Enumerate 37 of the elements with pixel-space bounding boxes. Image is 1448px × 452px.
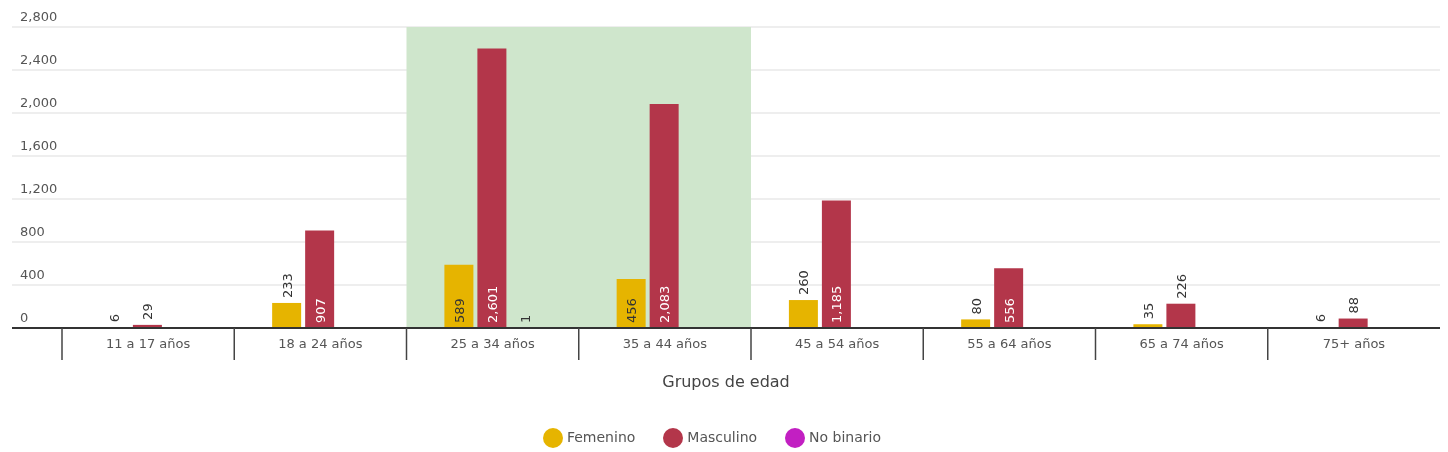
legend-label: Femenino (566, 429, 636, 445)
data-label: 226 (1173, 273, 1189, 299)
data-label: 29 (140, 303, 156, 320)
data-label: 556 (1001, 298, 1017, 323)
y-tick-label: 2,800 (20, 9, 58, 24)
legend-label: Masculino (687, 429, 758, 445)
x-axis-title: Grupos de edad (662, 372, 790, 392)
y-tick-label: 2,400 (20, 52, 58, 67)
data-label: 260 (796, 270, 812, 296)
data-label: 1 (517, 314, 533, 323)
data-label: 6 (107, 314, 123, 323)
y-tick-label: 800 (20, 224, 45, 239)
x-tick-label: 65 a 74 años (1139, 336, 1225, 351)
y-tick-label: 2,000 (20, 95, 58, 110)
y-tick-label: 400 (20, 267, 45, 282)
data-label: 907 (312, 298, 328, 323)
x-tick-label: 55 a 64 años (967, 336, 1052, 351)
x-tick-label: 75+ años (1322, 336, 1386, 351)
data-label: 456 (624, 298, 640, 323)
data-label: 35 (1140, 302, 1156, 320)
legend-label: No binario (809, 429, 882, 445)
y-tick-label: 1,200 (20, 181, 58, 196)
data-label: 233 (279, 273, 295, 298)
x-tick-label: 35 a 44 años (622, 336, 708, 351)
data-label: 2,083 (657, 285, 673, 323)
y-tick-label: 0 (20, 310, 29, 325)
data-label: 589 (451, 298, 467, 323)
data-label: 80 (968, 297, 984, 315)
data-label: 88 (1346, 296, 1362, 314)
x-tick-label: 25 a 34 años (450, 336, 536, 351)
y-tick-label: 1,600 (20, 138, 58, 153)
data-label: 6 (1313, 314, 1329, 323)
data-label: 1,185 (829, 285, 845, 323)
x-tick-label: 11 a 17 años (105, 336, 191, 351)
x-tick-label: 45 a 54 años (794, 336, 880, 351)
x-tick-label: 18 a 24 años (278, 336, 363, 351)
data-label: 2,601 (484, 285, 500, 323)
